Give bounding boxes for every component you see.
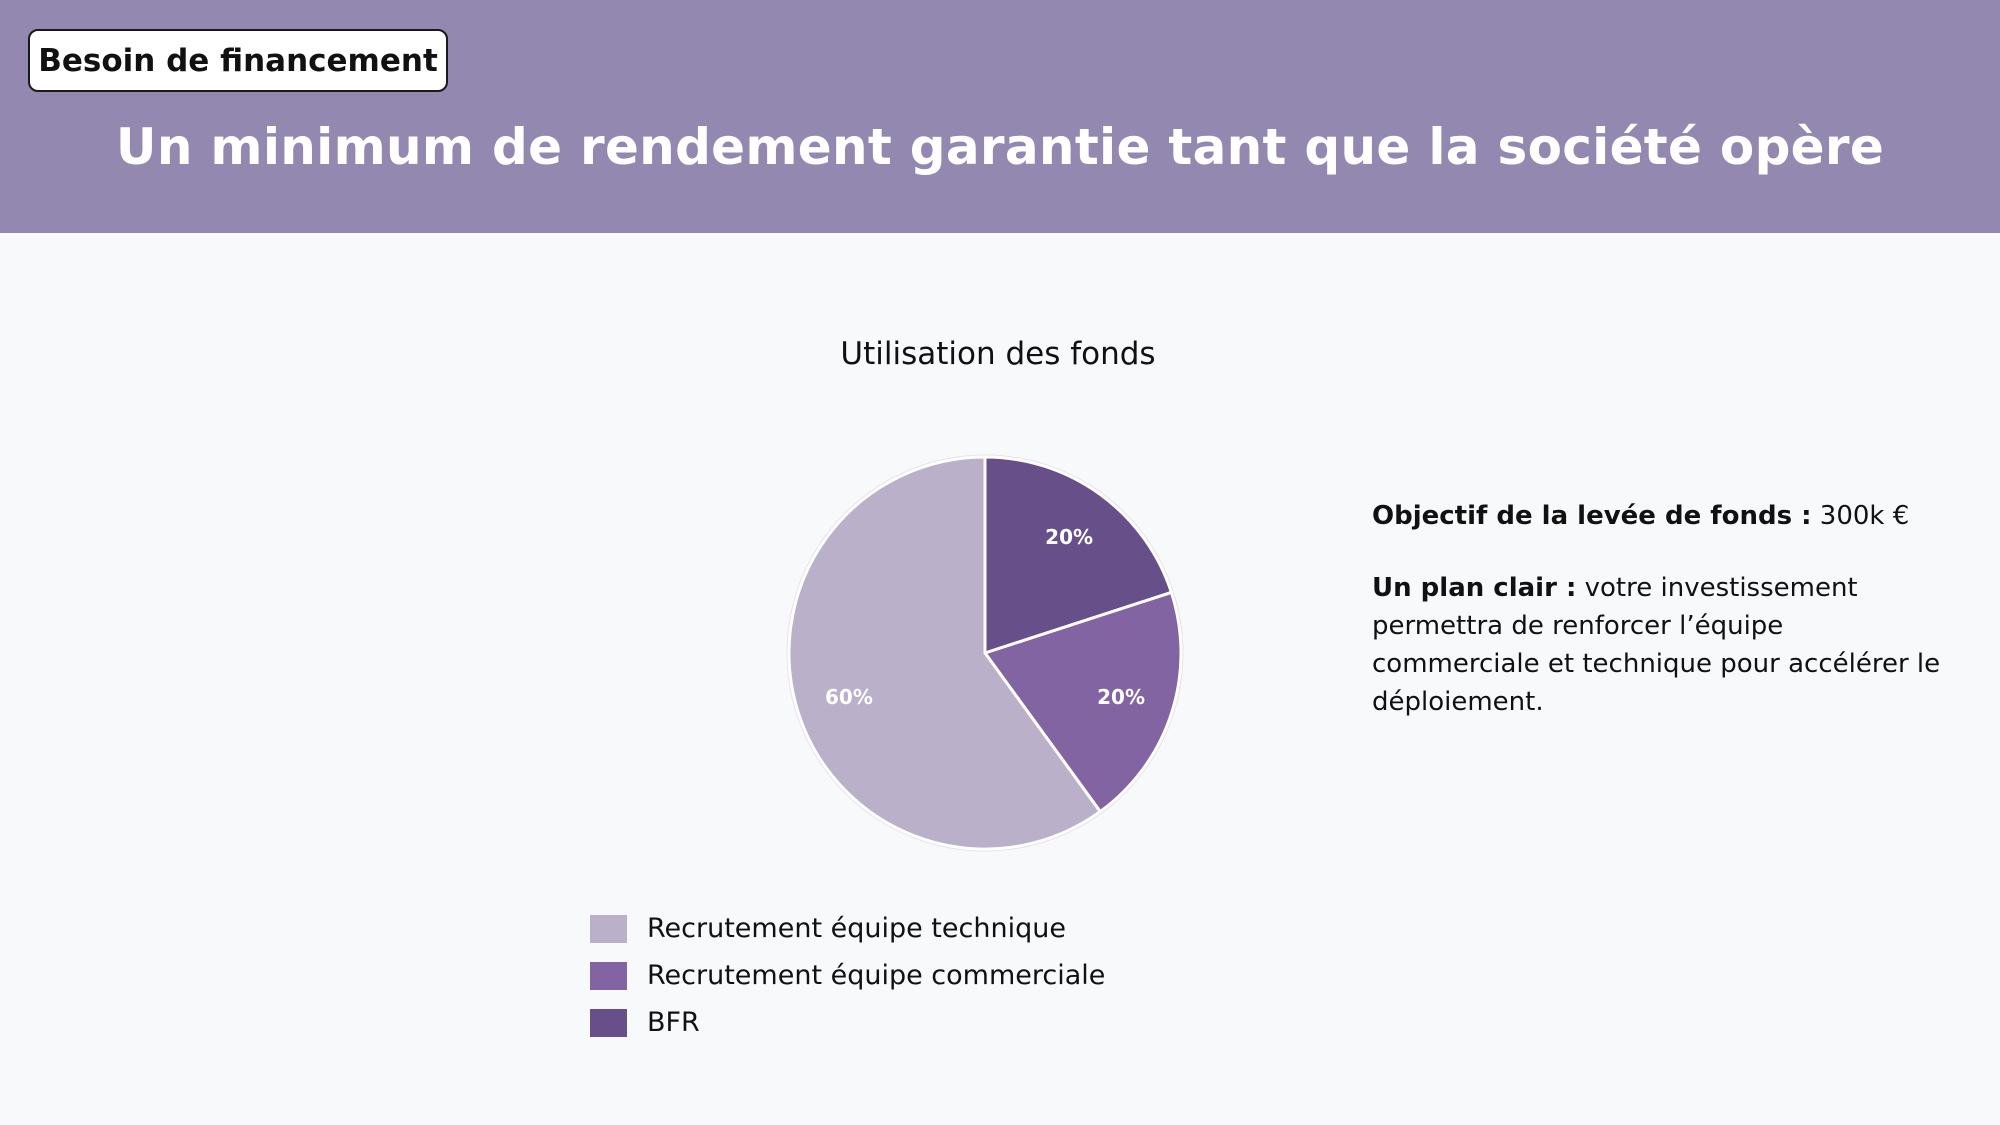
funding-goal: Objectif de la levée de fonds : 300k € [1372, 497, 1952, 535]
section-tag: Besoin de financement [28, 29, 448, 92]
plan-text: votre investissement permettra de renfor… [1372, 573, 1941, 717]
pie-slice-label: 60% [825, 685, 873, 709]
pie-chart: 20% 20% 60% [786, 454, 1184, 852]
legend-item: Recrutement équipe technique [590, 905, 1105, 952]
legend-item: BFR [590, 999, 1105, 1046]
pie-slice-2 [787, 455, 1103, 851]
page-title: Un minimum de rendement garantie tant qu… [115, 118, 1885, 176]
spacer [1372, 535, 1952, 569]
legend-label: BFR [647, 1007, 700, 1038]
header-band: Besoin de financement Un minimum de rend… [0, 0, 2000, 233]
plan-label: Un plan clair : [1372, 573, 1577, 603]
legend-swatch [590, 1008, 627, 1037]
pie-slice-label: 20% [1045, 525, 1093, 549]
pie-slice-1 [982, 590, 1183, 814]
info-panel: Objectif de la levée de fonds : 300k € U… [1372, 497, 1952, 721]
chart-legend: Recrutement équipe technique Recrutement… [590, 905, 1105, 1046]
plan-description: Un plan clair : votre investissement per… [1372, 569, 1952, 721]
pie-slice-label: 20% [1097, 685, 1145, 709]
legend-label: Recrutement équipe commerciale [647, 960, 1106, 991]
pie-slice-0 [983, 455, 1174, 656]
funding-goal-value: 300k € [1811, 501, 1910, 531]
legend-label: Recrutement équipe technique [647, 913, 1066, 944]
legend-swatch [590, 961, 627, 990]
funding-goal-label: Objectif de la levée de fonds : [1372, 501, 1812, 531]
chart-title: Utilisation des fonds [840, 336, 1156, 372]
legend-item: Recrutement équipe commerciale [590, 952, 1105, 999]
legend-swatch [590, 914, 627, 943]
